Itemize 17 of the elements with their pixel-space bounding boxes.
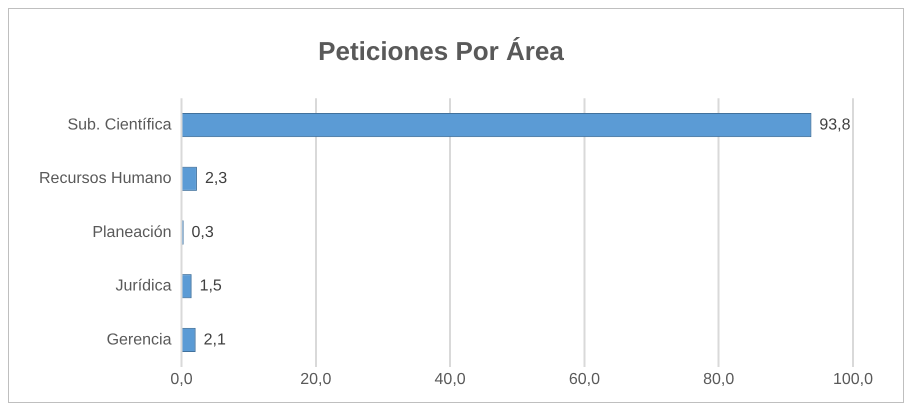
data-label: 2,1	[204, 331, 226, 348]
chart-title: Peticiones Por Área	[318, 36, 564, 66]
x-tick-label: 60,0	[568, 370, 600, 388]
y-tick-label: Recursos Humano	[39, 170, 172, 188]
y-tick-label: Sub. Científica	[67, 116, 172, 134]
x-tick-label: 100,0	[832, 370, 874, 388]
x-tick-label: 40,0	[434, 370, 466, 388]
data-label: 93,8	[819, 116, 851, 134]
y-tick-label: Jurídica	[115, 278, 172, 295]
y-tick-label: Planeación	[92, 224, 172, 241]
data-label: 2,3	[204, 170, 228, 188]
data-label: 0,3	[192, 224, 214, 241]
data-label: 1,5	[200, 278, 222, 295]
x-tick-label: 20,0	[300, 370, 332, 388]
y-tick-label: Gerencia	[106, 331, 172, 348]
x-tick-label: 80,0	[703, 370, 734, 388]
x-tick-label: 0,0	[170, 370, 193, 388]
